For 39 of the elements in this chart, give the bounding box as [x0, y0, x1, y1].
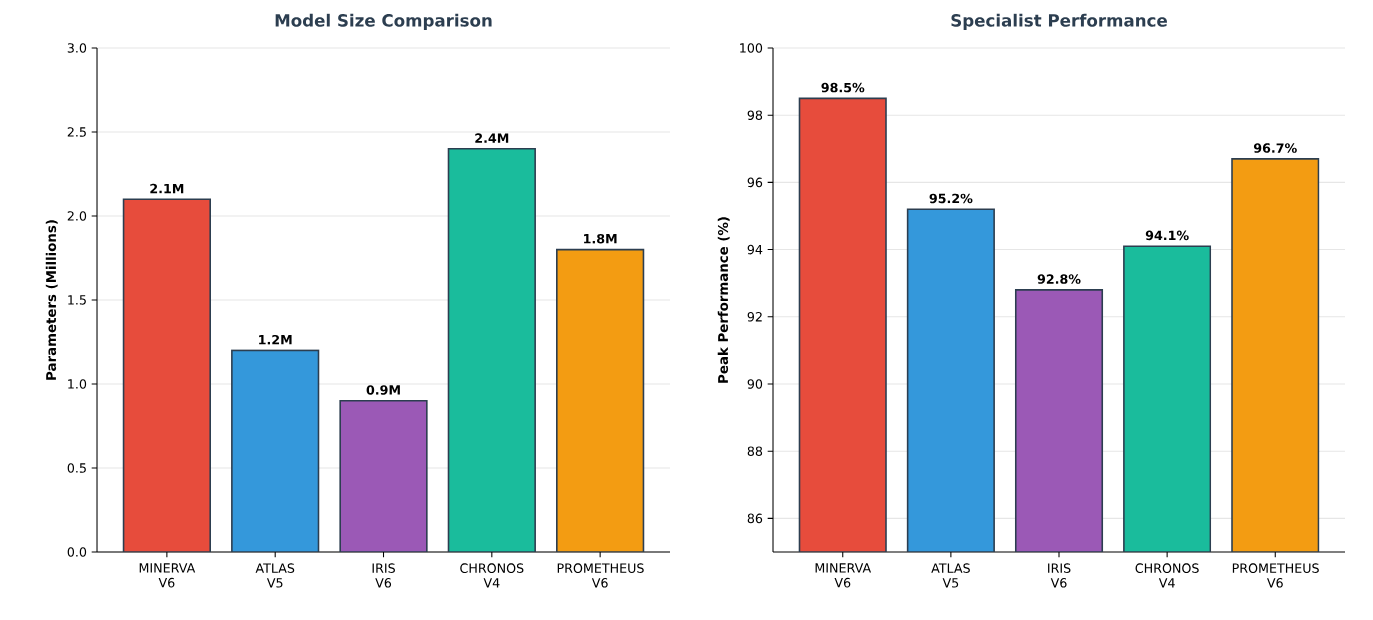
y-tick-label: 92: [747, 311, 762, 322]
y-tick-label: 90: [747, 379, 763, 389]
x-tick-label: MINERVA V6: [815, 563, 872, 588]
x-tick-label: CHRONOS V4: [460, 563, 524, 588]
data-label: 0.9M: [366, 385, 400, 395]
y-tick-label: 86: [747, 513, 763, 524]
data-label: 2.4M: [475, 133, 509, 143]
y-tick-label: 1.0: [68, 379, 87, 389]
y-tick-label: 88: [747, 446, 763, 456]
data-label: 2.1M: [150, 183, 184, 194]
data-label: 94.1%: [1145, 230, 1189, 241]
data-label: 95.2%: [929, 193, 973, 204]
y-tick-label: 3.0: [67, 43, 87, 53]
x-tick-label: IRIS V6: [1048, 563, 1071, 588]
data-label: 98.5%: [821, 82, 865, 93]
chart-title: Model Size Comparison: [275, 13, 492, 30]
x-tick-label: ATLAS V5: [255, 563, 295, 588]
x-tick-label: IRIS V6: [372, 563, 395, 588]
x-tick-label: CHRONOS V4: [1135, 563, 1199, 588]
x-tick-label: MINERVA V6: [139, 563, 196, 588]
y-tick-label: 100: [740, 43, 763, 53]
data-label: 1.2M: [259, 334, 292, 345]
y-tick-label: 0.0: [67, 547, 87, 557]
y-tick-label: 1.5: [68, 295, 86, 305]
y-tick-label: 2.0: [67, 211, 87, 221]
x-tick-label: PROMETHEUS V6: [1232, 563, 1319, 588]
y-tick-label: 0.5: [67, 463, 86, 473]
y-tick-label: 98: [747, 110, 763, 120]
y-axis-title: Peak Performance (%): [717, 217, 730, 383]
y-axis-title: Parameters (Millions): [45, 220, 58, 380]
x-tick-label: PROMETHEUS V6: [557, 563, 644, 588]
y-tick-label: 94: [747, 244, 763, 255]
chart-title: Specialist Performance: [951, 13, 1167, 30]
data-label: 92.8%: [1037, 274, 1081, 284]
data-label: 96.7%: [1253, 143, 1297, 153]
data-label: 1.8M: [584, 233, 617, 244]
y-tick-label: 2.5: [67, 127, 86, 137]
y-tick-label: 96: [747, 177, 763, 188]
x-tick-label: ATLAS V5: [931, 563, 970, 588]
